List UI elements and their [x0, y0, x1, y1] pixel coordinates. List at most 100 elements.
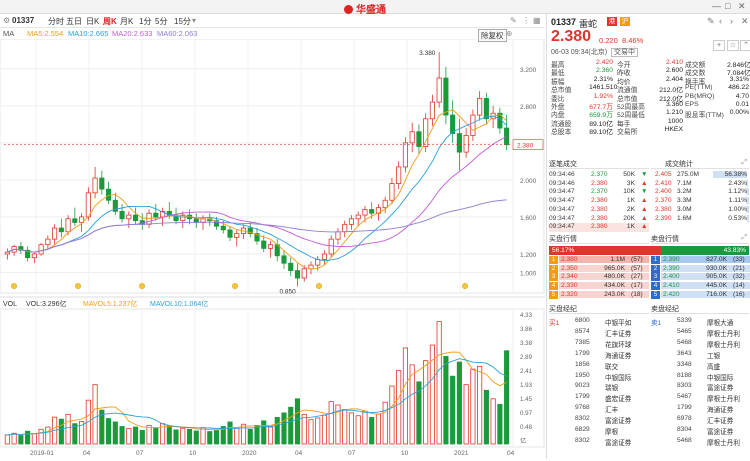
price-tick-label: 3.200 — [520, 67, 537, 74]
add-watchlist-button[interactable]: + — [713, 40, 725, 51]
stats-row: 委比 1.92% 总市值 212.0亿 PB(MRQ) 4.70 — [549, 93, 749, 103]
stat-value: 2.410 — [665, 59, 683, 66]
broker-row[interactable]: 1799 海通证券 — [651, 403, 750, 414]
ask-row[interactable]: 1 2.390 827.0K (33) — [651, 256, 750, 265]
expand-icon[interactable]: ⤢ — [741, 159, 747, 166]
trade-row[interactable]: 09:34:47 2.370 10K ▼ — [549, 188, 649, 197]
stat-label: 换手率 — [685, 78, 706, 86]
expand-book-icon[interactable]: ⤢ — [741, 234, 747, 241]
tab-5min[interactable]: 5分 — [155, 17, 168, 26]
back-icon[interactable]: ‹ — [719, 16, 722, 26]
vol-stat-row: 2.400 3.2M 1.12% — [655, 188, 749, 197]
broker-row[interactable]: 9768 汇丰 — [549, 403, 649, 414]
candlestick-chart[interactable]: 3.2002.8002.4002.0001.6001.2001.0002019-… — [0, 38, 545, 459]
broker-row[interactable]: 6829 摩根 — [549, 425, 649, 436]
level-number: 2 — [651, 264, 660, 273]
tab-month-k[interactable]: 月K — [120, 17, 134, 26]
candle-body — [470, 114, 476, 136]
alert-button[interactable]: ⌃ — [740, 40, 750, 51]
bid-row[interactable]: 5 2.320 243.0K (18) — [549, 290, 649, 300]
grid-icon[interactable]: ▦ — [533, 16, 541, 25]
settings-icon[interactable]: ⚙ — [3, 16, 11, 25]
candle-body — [18, 246, 24, 251]
broker-row[interactable]: 1799 盛宏证券 — [549, 392, 649, 403]
event-marker-icon — [10, 282, 18, 290]
trade-row[interactable]: 09:34:47 2.380 2K ▲ — [549, 206, 649, 215]
broker-row[interactable]: 6978 汇丰证券 — [651, 414, 750, 425]
broker-row[interactable]: 5468 摩根士丹利 — [651, 436, 750, 447]
bid-row[interactable]: 4 2.330 434.0K (17) — [549, 282, 649, 291]
ask-row[interactable]: 2 2.390 930.0K (21) — [651, 264, 750, 274]
ask-row[interactable]: 4 2.410 445.0K (14) — [651, 282, 750, 291]
sell-book-title: 卖盘行情 — [651, 236, 679, 243]
close-icon[interactable]: ✕ — [738, 1, 746, 11]
chevron-down-icon[interactable]: ▾ — [192, 16, 197, 25]
bid-bar — [559, 273, 649, 281]
level-price: 2.420 — [663, 290, 680, 298]
close-panel-icon[interactable]: ✕ — [741, 16, 749, 26]
broker-row[interactable]: 3643 工银 — [651, 349, 750, 360]
broker-row[interactable]: 8574 汇丰证券 — [549, 327, 649, 338]
ask-bar — [661, 256, 750, 263]
candle-body — [450, 114, 456, 134]
broker-row[interactable]: 买1 6800 中银平如 — [549, 316, 649, 327]
trade-row[interactable]: 09:34:47 2.380 20K ▲ — [549, 215, 649, 224]
broker-row[interactable]: 卖1 5339 摩根大通 — [651, 316, 750, 327]
x-tick-label: 10 — [189, 450, 197, 457]
broker-row[interactable]: 8303 富途证券 — [651, 381, 750, 392]
stat-value: 7.084亿 — [727, 70, 750, 78]
broker-row[interactable]: 5467 摩根士丹利 — [651, 392, 750, 403]
trade-row[interactable]: 09:34:47 2.380 1K ▲ — [549, 197, 649, 206]
broker-row[interactable]: 1950 中银国际 — [549, 371, 649, 382]
broker-row[interactable]: 8302 富途证券 — [549, 414, 649, 425]
tab-1min[interactable]: 1分 — [139, 17, 152, 26]
sell-broker-header: 卖盘经纪 — [651, 304, 749, 314]
level-number: 1 — [651, 256, 660, 264]
broker-row[interactable]: 5465 摩根士丹利 — [651, 327, 750, 338]
broker-row[interactable]: 8188 中银国际 — [651, 371, 750, 382]
edit-icon[interactable]: ✎ — [707, 16, 715, 26]
tab-week-k[interactable]: 周K — [103, 17, 117, 26]
volume-bar — [463, 384, 469, 445]
tab-15min[interactable]: 15分 — [174, 17, 191, 26]
trade-price: 2.380 — [591, 197, 608, 205]
broker-id: 8302 — [575, 415, 590, 423]
stat-value: 2.31% — [593, 75, 613, 83]
tab-day-k[interactable]: 日K — [86, 17, 100, 26]
broker-name: 富途证券 — [707, 429, 734, 436]
bid-row[interactable]: 3 2.340 480.0K (27) — [549, 273, 649, 282]
broker-row[interactable]: 9023 瑞银 — [549, 381, 649, 392]
tab-timeshare[interactable]: 分时 — [48, 17, 64, 26]
indicator-icon[interactable]: ⋮ — [522, 16, 530, 25]
trade-row[interactable]: 09:34:46 2.370 50K ▼ — [549, 171, 649, 180]
broker-id: 9023 — [575, 382, 590, 390]
broker-row[interactable]: 1799 海通证券 — [549, 349, 649, 360]
draw-tool-icon[interactable]: ✎ — [510, 16, 517, 25]
broker-row[interactable]: 1856 联交 — [549, 360, 649, 371]
bid-row[interactable]: 1 2.380 1.1M (57) — [549, 256, 649, 265]
x-tick-label: 2019-01 — [30, 450, 54, 457]
minimize-icon[interactable]: — — [712, 1, 721, 11]
maximize-icon[interactable]: □ — [725, 1, 731, 11]
ma60-value: MA60:2.063 — [157, 29, 198, 38]
ask-row[interactable]: 5 2.420 716.0K (16) — [651, 290, 750, 300]
vol-stat-pct: 1.11% — [728, 197, 747, 205]
volume-bar — [409, 364, 415, 445]
stats-row: 外盘 677.7万 52周最高 3.360 EPS 0.01 — [549, 101, 749, 111]
tab-five-day[interactable]: 五日 — [66, 17, 82, 26]
forward-icon[interactable]: › — [730, 16, 733, 26]
buy-book-title: 买盘行情 — [549, 236, 577, 243]
broker-row[interactable]: 8302 富途证券 — [549, 436, 649, 447]
bid-row[interactable]: 2 2.350 965.0K (57) — [549, 264, 649, 274]
broker-id: 8188 — [677, 371, 692, 379]
zoom-icon[interactable]: ⊕ — [506, 29, 513, 38]
trade-row[interactable]: 09:34:47 2.380 1K ▲ — [549, 223, 649, 232]
ask-row[interactable]: 3 2.400 905.0K (32) — [651, 273, 750, 282]
favorite-button[interactable]: ☆ — [727, 40, 739, 51]
sell-broker-title: 卖盘经纪 — [651, 306, 679, 313]
trade-row[interactable]: 09:34:46 2.380 3K ▲ — [549, 180, 649, 189]
broker-row[interactable]: 7385 花旗环球 — [549, 338, 649, 349]
broker-row[interactable]: 5468 摩根士丹利 — [651, 338, 750, 349]
broker-row[interactable]: 8304 富途证券 — [651, 425, 750, 436]
broker-row[interactable]: 3348 高盛 — [651, 360, 750, 371]
